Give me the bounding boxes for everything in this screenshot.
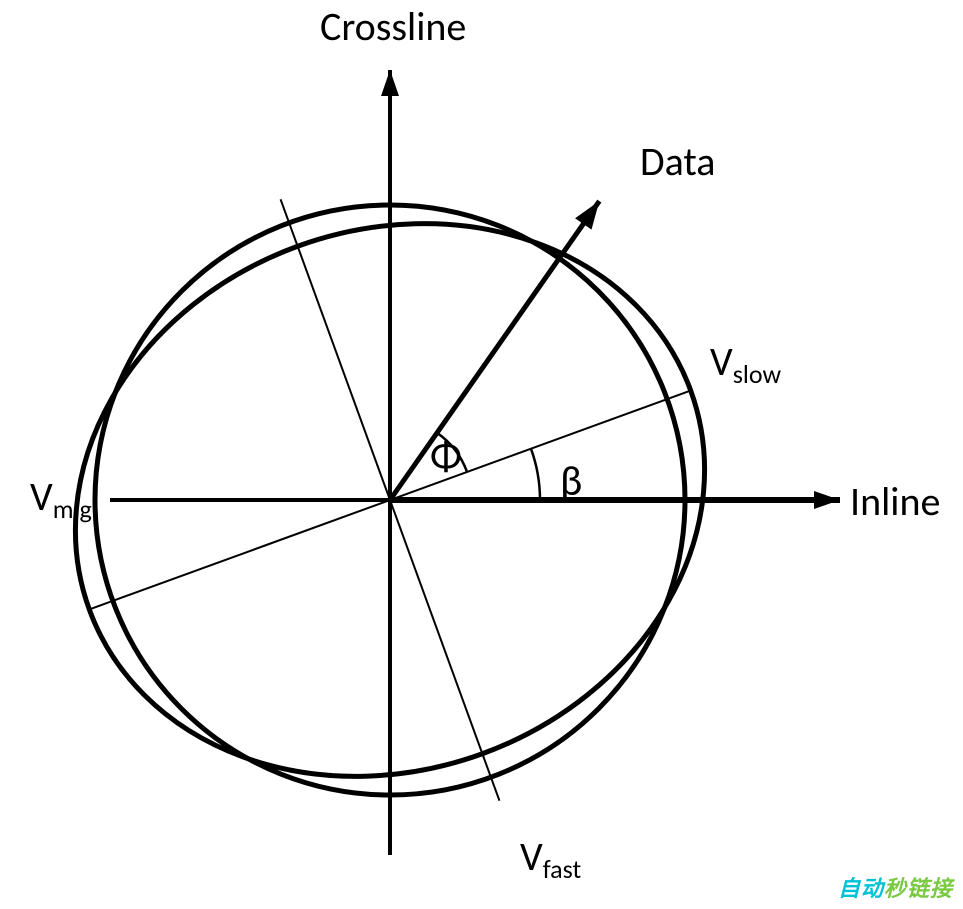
- label-inline: Inline: [850, 477, 940, 526]
- beta-arc: [531, 449, 540, 500]
- diagram-svg: CrosslineDataInlineΦβVslowVmigVfast: [0, 0, 963, 909]
- label-vfast: Vfast: [520, 832, 581, 885]
- label-phi: Φ: [430, 431, 462, 482]
- label-vslow: Vslow: [710, 337, 781, 390]
- label-crossline: Crossline: [320, 2, 466, 51]
- label-beta: β: [560, 456, 582, 507]
- label-data: Data: [640, 137, 715, 186]
